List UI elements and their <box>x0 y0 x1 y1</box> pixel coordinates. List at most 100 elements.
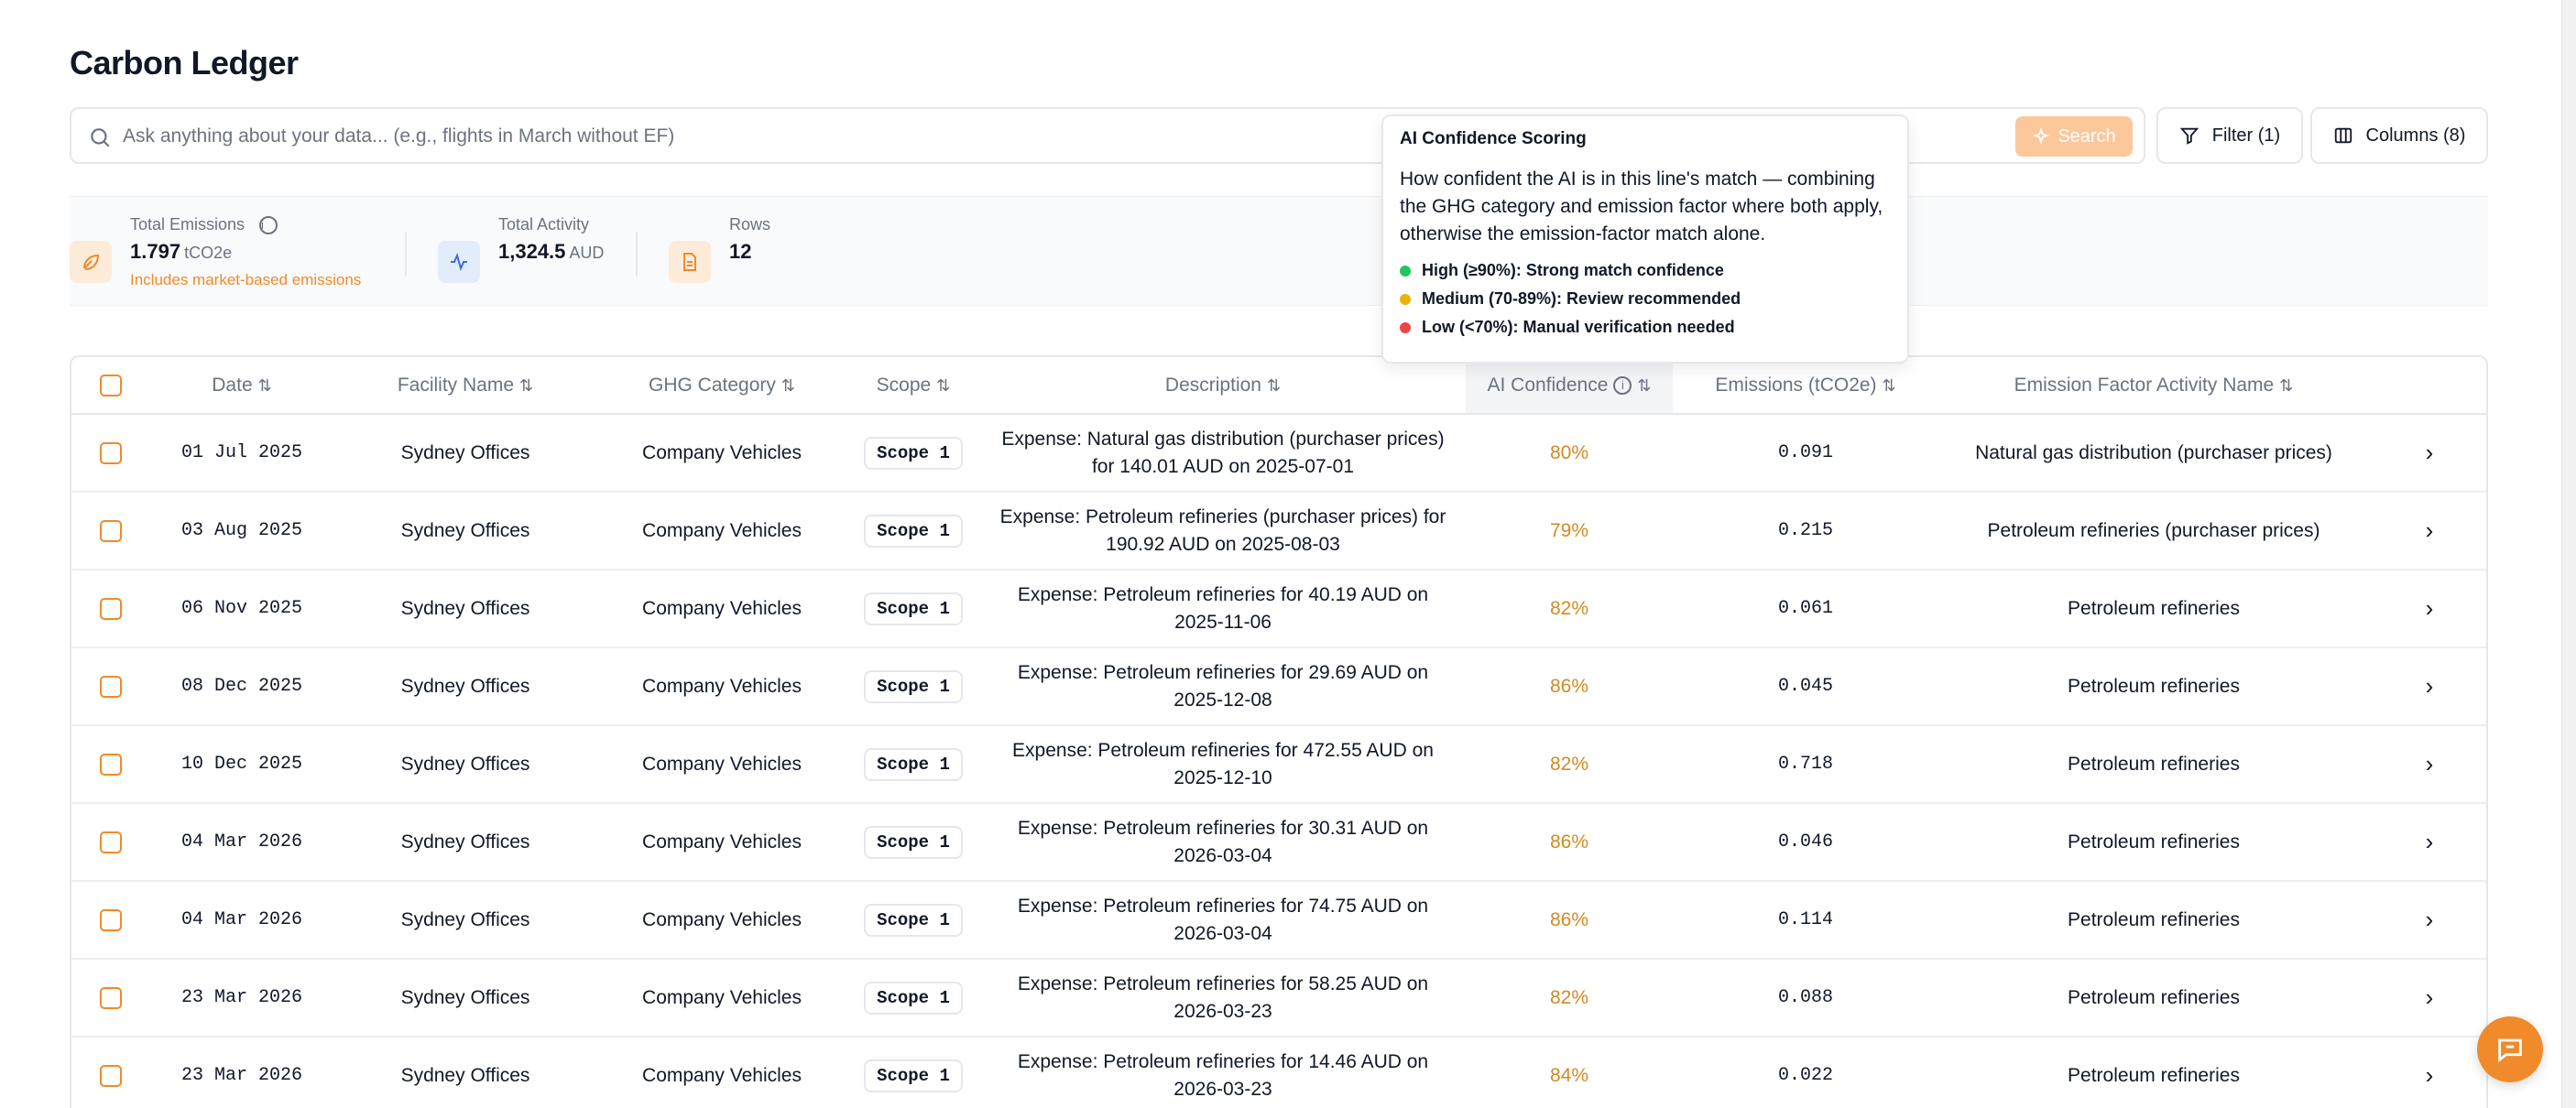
search-input[interactable] <box>123 120 1314 153</box>
row-checkbox[interactable] <box>100 908 122 931</box>
filter-button-label: Filter (1) <box>2211 125 2281 146</box>
search-button[interactable]: Search <box>2015 116 2133 157</box>
chat-assistant-button[interactable] <box>2477 1016 2543 1082</box>
column-header-confidence[interactable]: AI Confidence i ⇅ <box>1466 357 1673 415</box>
chevron-right-icon[interactable]: › <box>2425 594 2434 622</box>
row-checkbox[interactable] <box>100 753 122 776</box>
info-icon[interactable]: i <box>259 215 278 234</box>
chevron-right-icon[interactable]: › <box>2425 750 2434 777</box>
chevron-right-icon[interactable]: › <box>2425 828 2434 855</box>
tooltip-levels: High (≥90%): Strong match confidence Medi… <box>1400 261 1891 337</box>
tooltip-title: AI Confidence Scoring <box>1400 129 1587 148</box>
table-row[interactable]: 23 Mar 2026 Sydney Offices Company Vehic… <box>71 1037 2486 1108</box>
table-row[interactable]: 23 Mar 2026 Sydney Offices Company Vehic… <box>71 959 2486 1037</box>
cell-ghg-category: Company Vehicles <box>597 492 846 570</box>
cell-ef-name: Petroleum refineries <box>1938 570 2369 648</box>
select-all-cell <box>71 357 150 415</box>
cell-ghg-category: Company Vehicles <box>597 959 846 1037</box>
row-checkbox[interactable] <box>100 831 122 853</box>
chevron-right-icon[interactable]: › <box>2425 672 2434 700</box>
chevron-right-icon[interactable]: › <box>2425 1061 2434 1089</box>
column-header-emissions[interactable]: Emissions (tCO2e) ⇅ <box>1673 357 1938 415</box>
chat-icon <box>2498 1038 2522 1063</box>
row-checkbox[interactable] <box>100 519 122 542</box>
cell-scope: Scope 1 <box>846 959 980 1037</box>
table-row[interactable]: 04 Mar 2026 Sydney Offices Company Vehic… <box>71 881 2486 960</box>
cell-ef-name: Petroleum refineries (purchaser prices) <box>1938 492 2369 570</box>
row-checkbox[interactable] <box>100 675 122 698</box>
cell-ghg-category: Company Vehicles <box>597 414 846 493</box>
info-icon[interactable]: i <box>1613 375 1632 395</box>
scope-badge: Scope 1 <box>864 592 963 625</box>
row-select-cell <box>71 647 150 726</box>
select-all-checkbox[interactable] <box>100 374 122 396</box>
row-select-cell <box>71 803 150 882</box>
column-header-actions <box>2369 357 2486 415</box>
cell-scope: Scope 1 <box>846 803 980 882</box>
sort-icon[interactable]: ⇅ <box>780 375 795 395</box>
tooltip-level: Low (<70%): Manual verification needed <box>1400 318 1891 337</box>
cell-ghg-category: Company Vehicles <box>597 570 846 648</box>
page-scrollbar[interactable] <box>2561 0 2576 1108</box>
column-header-scope[interactable]: Scope ⇅ <box>846 357 980 415</box>
columns-button[interactable]: Columns (8) <box>2310 107 2488 164</box>
cell-ef-name: Petroleum refineries <box>1938 959 2369 1037</box>
table-row[interactable]: 10 Dec 2025 Sydney Offices Company Vehic… <box>71 725 2486 804</box>
leaf-icon <box>70 241 112 283</box>
column-header-date[interactable]: Date ⇅ <box>150 357 333 415</box>
row-checkbox[interactable] <box>100 986 122 1009</box>
table-row[interactable]: 06 Nov 2025 Sydney Offices Company Vehic… <box>71 570 2486 648</box>
stat-divider <box>636 232 638 276</box>
sort-icon[interactable]: ⇅ <box>1266 375 1282 395</box>
column-header-description[interactable]: Description ⇅ <box>980 357 1466 415</box>
cell-scope: Scope 1 <box>846 492 980 570</box>
cell-emissions: 0.061 <box>1673 570 1938 648</box>
cell-ghg-category: Company Vehicles <box>597 1037 846 1108</box>
cell-date: 23 Mar 2026 <box>150 959 333 1037</box>
cell-facility: Sydney Offices <box>333 881 597 960</box>
sort-icon[interactable]: ⇅ <box>519 375 534 395</box>
stat-total-activity: Total Activity 1,324.5 AUD <box>438 215 604 283</box>
column-header-ghg[interactable]: GHG Category ⇅ <box>597 357 846 415</box>
column-header-facility[interactable]: Facility Name ⇅ <box>333 357 597 415</box>
table-row[interactable]: 08 Dec 2025 Sydney Offices Company Vehic… <box>71 647 2486 726</box>
cell-actions: › <box>2369 570 2486 648</box>
cell-emissions: 0.046 <box>1673 803 1938 882</box>
cell-description: Expense: Petroleum refineries for 40.19 … <box>980 570 1466 648</box>
cell-ghg-category: Company Vehicles <box>597 803 846 882</box>
row-checkbox[interactable] <box>100 441 122 464</box>
table-row[interactable]: 01 Jul 2025 Sydney Offices Company Vehic… <box>71 414 2486 493</box>
page-title: Carbon Ledger <box>70 44 299 81</box>
document-icon <box>669 241 711 283</box>
column-header-ef-name[interactable]: Emission Factor Activity Name ⇅ <box>1938 357 2369 415</box>
sort-icon[interactable]: ⇅ <box>936 375 951 395</box>
cell-confidence: 84% <box>1466 1037 1673 1108</box>
sparkle-icon <box>2033 127 2050 145</box>
row-checkbox[interactable] <box>100 1064 122 1087</box>
cell-date: 23 Mar 2026 <box>150 1037 333 1108</box>
table-row[interactable]: 03 Aug 2025 Sydney Offices Company Vehic… <box>71 492 2486 570</box>
stats-bar: Total Emissions i 1.797 tCO2e Includes ma… <box>70 196 2488 306</box>
filter-button[interactable]: Filter (1) <box>2156 107 2303 164</box>
stat-rows-value: 12 <box>729 240 752 263</box>
status-dot-icon <box>1400 265 1411 277</box>
table-row[interactable]: 04 Mar 2026 Sydney Offices Company Vehic… <box>71 803 2486 882</box>
row-checkbox[interactable] <box>100 597 122 620</box>
cell-description: Expense: Petroleum refineries for 472.55… <box>980 725 1466 804</box>
sort-icon[interactable]: ⇅ <box>1882 375 1896 395</box>
sort-icon[interactable]: ⇅ <box>257 375 272 395</box>
chevron-right-icon[interactable]: › <box>2425 983 2434 1011</box>
cell-confidence: 80% <box>1466 414 1673 493</box>
cell-actions: › <box>2369 1037 2486 1108</box>
sort-icon[interactable]: ⇅ <box>2279 375 2294 395</box>
chevron-right-icon[interactable]: › <box>2425 439 2434 466</box>
sort-icon[interactable]: ⇅ <box>1637 375 1652 395</box>
cell-confidence: 82% <box>1466 959 1673 1037</box>
cell-actions: › <box>2369 492 2486 570</box>
cell-emissions: 0.091 <box>1673 414 1938 493</box>
scope-badge: Scope 1 <box>864 514 963 548</box>
chevron-right-icon[interactable]: › <box>2425 906 2434 933</box>
stat-total-activity-unit: AUD <box>569 244 605 262</box>
stat-total-emissions-unit: tCO2e <box>184 244 233 262</box>
chevron-right-icon[interactable]: › <box>2425 516 2434 544</box>
